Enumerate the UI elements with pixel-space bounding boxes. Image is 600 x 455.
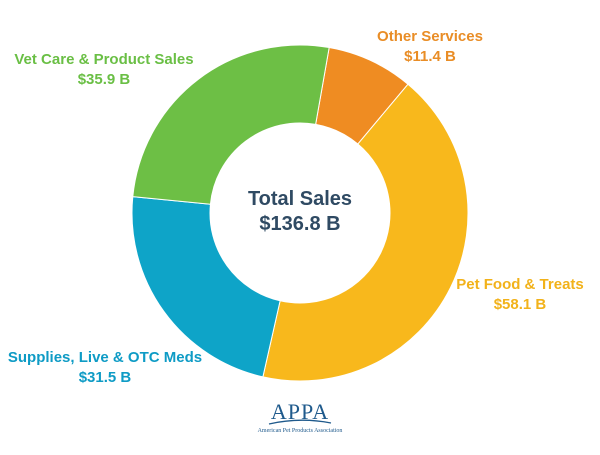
slice-pet-food-treats: [262, 83, 469, 382]
center-total-value: $136.8 B: [259, 213, 341, 235]
label-other-services-value: $11.4 B: [404, 48, 456, 65]
center-title: Total Sales: [247, 188, 353, 210]
slice-vet-care-product-sales: [132, 44, 330, 205]
label-pet-food-value: $58.1 B: [493, 296, 547, 313]
label-other-services-name: Other Services: [377, 28, 483, 45]
logo-swoosh-icon: [268, 419, 332, 425]
label-pet-food: Pet Food & Treats $58.1 B: [440, 275, 600, 315]
logo-subtitle: American Pet Products Association: [257, 428, 343, 434]
label-supplies-value: $31.5 B: [78, 369, 132, 386]
label-vet-care-value: $35.9 B: [77, 71, 131, 88]
logo-mark: APPA: [270, 399, 330, 424]
label-vet-care-name: Vet Care & Product Sales: [14, 51, 194, 68]
label-vet-care: Vet Care & Product Sales $35.9 B: [14, 50, 194, 90]
appa-logo: APPA American Pet Products Association: [240, 400, 360, 435]
label-other-services: Other Services $11.4 B: [360, 27, 500, 67]
label-supplies: Supplies, Live & OTC Meds $31.5 B: [6, 348, 204, 388]
label-pet-food-name: Pet Food & Treats: [456, 276, 584, 293]
label-supplies-name: Supplies, Live & OTC Meds: [7, 349, 203, 366]
slice-supplies-live-otc-meds: [131, 196, 281, 378]
